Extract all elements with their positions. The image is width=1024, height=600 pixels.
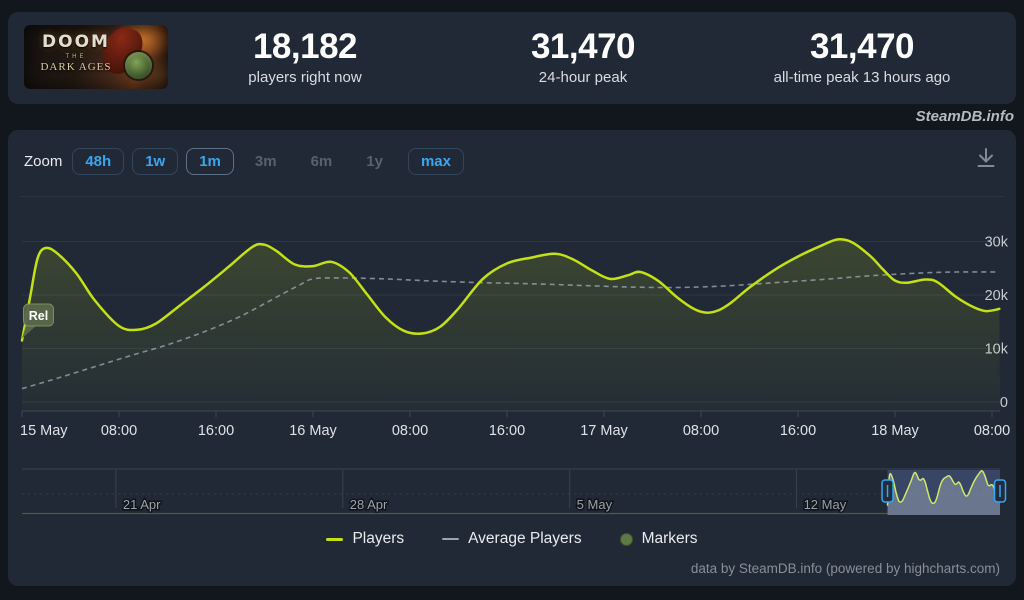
x-axis-label: 16:00 [489, 423, 525, 439]
legend-item-average-players[interactable]: Average Players [442, 530, 582, 548]
stat-players-now: 18,182 players right now [185, 27, 425, 87]
chart-navigator[interactable]: 21 Apr 28 Apr 5 May 12 May [22, 468, 1007, 515]
y-axis-label: 0 [1000, 395, 1008, 411]
legend-item-markers[interactable]: Markers [619, 530, 698, 548]
chart-toolbar: Zoom 48h 1w 1m 3m 6m 1y max [24, 146, 1000, 176]
range-button-1w[interactable]: 1w [132, 147, 179, 175]
game-logo-the: THE [65, 54, 87, 60]
x-axis: 15 May 08:00 16:00 16 May 08:00 16:00 17 May 08… [20, 410, 1010, 439]
navigator-date-label: 5 May [577, 497, 613, 512]
navigator-date-label: 21 Apr [123, 497, 161, 512]
series-players[interactable] [20, 238, 1001, 411]
release-flag-marker[interactable]: Rel [22, 303, 54, 339]
navigator-date-label: 28 Apr [350, 497, 388, 512]
capsule-art-shield [125, 52, 152, 79]
stat-alltime-peak-label: all-time peak 13 hours ago [773, 69, 951, 86]
x-axis-label: 16:00 [198, 423, 234, 439]
stat-players-now-value: 18,182 [252, 27, 358, 66]
legend-item-players[interactable]: Players [326, 530, 404, 548]
navigator-handle-right[interactable] [993, 479, 1007, 503]
download-chart-icon[interactable] [974, 146, 998, 172]
game-stats-header: DOOM THE DARK AGES 18,182 players right … [8, 12, 1016, 104]
range-button-6m: 6m [310, 152, 333, 170]
x-axis-label: 08:00 [974, 423, 1010, 439]
stat-24h-peak-value: 31,470 [530, 27, 636, 66]
range-button-max[interactable]: max [407, 147, 464, 175]
game-logo-subtitle: DARK AGES [40, 61, 112, 73]
stat-players-now-label: players right now [248, 69, 362, 86]
range-selector: 48h 1w 1m 3m 6m 1y max [72, 147, 464, 175]
stat-alltime-peak: 31,470 all-time peak 13 hours ago [742, 27, 982, 87]
x-axis-label: 18 May [871, 423, 919, 439]
x-axis-label: 16:00 [780, 423, 816, 439]
x-axis-label: 08:00 [392, 423, 428, 439]
legend-label: Markers [641, 530, 698, 547]
stat-alltime-peak-value: 31,470 [809, 27, 915, 66]
game-logo: DOOM THE DARK AGES [28, 34, 124, 73]
stat-24h-peak-label: 24-hour peak [538, 69, 628, 86]
x-axis-label: 17 May [580, 423, 628, 439]
game-logo-title: DOOM [42, 32, 110, 52]
range-button-48h[interactable]: 48h [72, 147, 125, 175]
x-axis-label: 08:00 [101, 423, 137, 439]
series-average-players[interactable] [21, 271, 1000, 390]
y-axis-label: 30k [985, 235, 1009, 251]
stat-24h-peak: 31,470 24-hour peak [463, 27, 703, 87]
game-capsule-image[interactable]: DOOM THE DARK AGES [24, 25, 168, 89]
range-button-1y: 1y [366, 152, 383, 170]
range-button-1m[interactable]: 1m [186, 147, 234, 175]
x-axis-label: 15 May [20, 423, 68, 439]
navigator-handle-left[interactable] [881, 479, 894, 503]
chart-legend: Players Average Players Markers [8, 530, 1016, 548]
range-button-3m: 3m [254, 152, 277, 170]
legend-swatch-circle [619, 532, 633, 546]
navigator-date-label: 12 May [804, 497, 847, 512]
release-flag-label: Rel [29, 309, 48, 323]
y-axis-label: 20k [985, 288, 1009, 304]
legend-label: Average Players [468, 530, 582, 547]
legend-swatch-line [442, 538, 460, 540]
legend-label: Players [352, 530, 405, 547]
toolbar-separator [20, 196, 1004, 197]
x-axis-label: 16 May [289, 423, 337, 439]
legend-swatch-line [326, 537, 344, 541]
zoom-label: Zoom [24, 152, 63, 170]
steamdb-watermark: SteamDB.info [915, 108, 1014, 125]
credits-link[interactable]: data by SteamDB.info (powered by highcha… [690, 561, 1000, 576]
x-axis-label: 08:00 [683, 423, 719, 439]
